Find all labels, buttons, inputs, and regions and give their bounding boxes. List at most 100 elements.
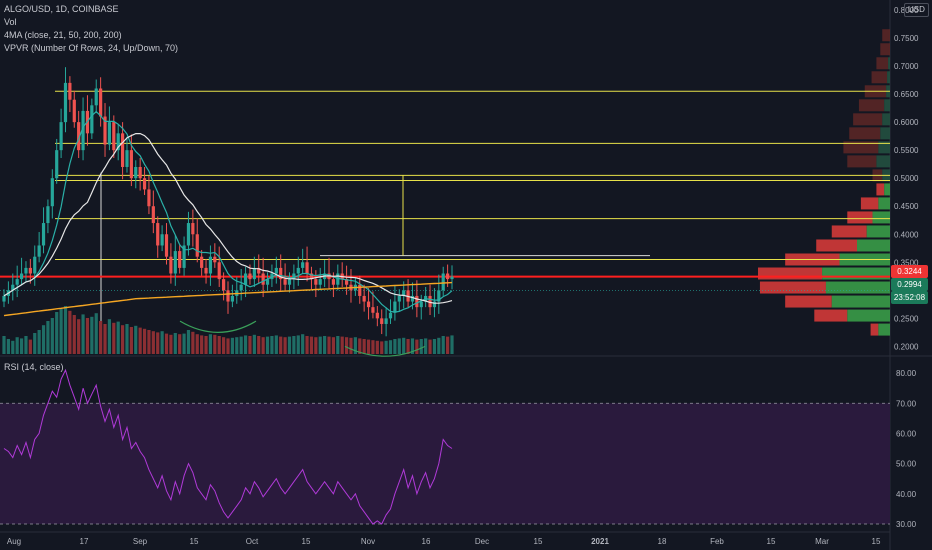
candle-body [441,273,445,291]
volume-bar [265,336,270,354]
time-tick-label: 2021 [591,537,609,546]
volume-bar [318,336,322,354]
volume-bar [129,327,133,354]
rsi-legend: RSI (14, close) [4,362,64,372]
rsi-tick-label: 80.00 [896,369,917,378]
last-price-tag: 0.3244 [891,265,928,278]
candle-body [68,82,72,100]
volume-bar [112,322,116,354]
candle-body [222,279,226,291]
price-tick-label: 0.4500 [894,202,919,211]
candle-body [402,290,406,296]
volume-bar [432,339,437,354]
volume-bar [217,336,221,354]
time-tick-label: 16 [422,537,431,546]
candle-body [24,267,28,274]
price-tick-label: 0.4000 [894,230,919,239]
candle-body [388,312,393,319]
volume-bar [68,310,72,354]
candle-body [437,290,441,302]
price-tick-label: 0.7500 [894,34,919,43]
candle-body [309,273,314,280]
candle-body [46,206,50,224]
candle-body [318,279,322,285]
volume-bar [81,314,85,354]
ma-21-line [3,110,453,313]
volume-bar [46,321,50,354]
volume-bar [410,338,415,354]
candle-body [19,273,24,280]
candle-body [432,301,437,308]
ma-200-line [3,281,453,317]
profile-bar-up [822,267,890,280]
volume-bar [261,337,265,354]
candle-body [252,267,256,280]
profile-bar-down [831,225,867,238]
profile-bar-down [759,281,826,294]
volume-bar [296,335,300,354]
candle-body [279,267,283,280]
volume-bar [323,336,327,354]
volume-bar [349,337,353,354]
candle-body [11,284,15,291]
candle-body [138,166,142,179]
countdown-tag: 23:52:08 [891,291,928,304]
profile-bar-down [858,99,885,112]
volume-bar [160,331,164,354]
time-tick-label: 15 [767,537,776,546]
rsi-tick-label: 30.00 [896,520,917,529]
volume-bar [305,336,309,354]
price-tick-label: 0.3500 [894,258,919,267]
candle-body [125,150,129,167]
volume-bar [371,340,375,354]
volume-bar [191,331,195,354]
volume-bar [120,325,125,354]
candle-body [195,234,199,257]
volume-bar [50,318,54,354]
volume-bar [138,327,142,354]
volume-bar [151,331,155,354]
time-tick-label: Sep [133,537,148,546]
volume-bar [274,335,278,354]
candle-body [375,312,379,319]
volume-bar [397,338,401,354]
volume-bar [103,324,107,354]
time-tick-label: 15 [872,537,881,546]
volume-bar [164,333,169,354]
volume-bar [90,316,94,354]
candle-body [204,267,208,274]
profile-bar-down [870,323,879,336]
profile-bar-up [878,141,890,154]
profile-bar-up [878,323,890,336]
candle-body [33,256,37,274]
candle-body [37,245,41,257]
volume-bar [200,335,204,354]
profile-bar-up [876,155,890,168]
price-tick-label: 0.6500 [894,90,919,99]
volume-bar [437,337,441,354]
volume-bar [358,338,362,354]
candles [2,67,454,337]
profile-bar-up [884,99,890,112]
volume-bar [393,339,397,354]
candle-body [419,301,423,308]
time-tick-label: Feb [710,537,724,546]
candle-body [182,245,186,268]
volume-profile [758,29,890,336]
profile-bar-up [880,127,890,140]
candle-body [81,110,85,151]
volume-bar [41,325,46,354]
volume-bar [402,337,406,354]
volume-bar [344,337,349,354]
volume-bar [33,333,37,354]
candle-body [358,284,362,296]
profile-bar-down [876,57,889,70]
candle-body [362,295,366,302]
volume-bar [156,332,160,354]
volume-bar [204,336,208,354]
price-tick-label: 0.2500 [894,314,919,323]
volume-bar [270,336,274,354]
time-tick-label: Aug [7,537,21,546]
currency-label[interactable]: USD [904,3,929,17]
